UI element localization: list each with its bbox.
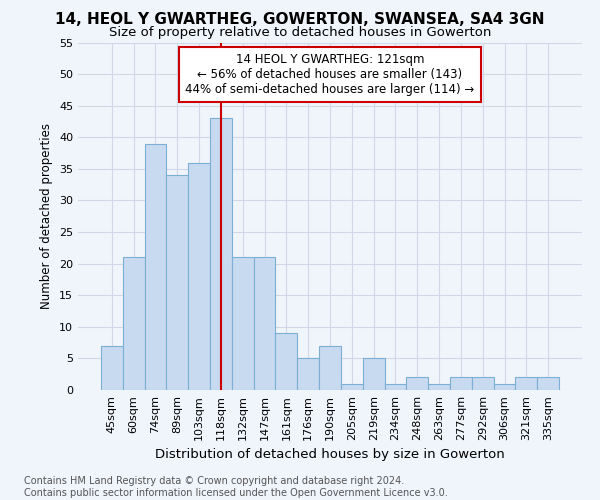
Bar — [297, 358, 319, 390]
Bar — [537, 378, 559, 390]
Bar — [385, 384, 406, 390]
Text: Contains HM Land Registry data © Crown copyright and database right 2024.
Contai: Contains HM Land Registry data © Crown c… — [24, 476, 448, 498]
Bar — [341, 384, 363, 390]
Bar — [406, 378, 428, 390]
Bar — [450, 378, 472, 390]
X-axis label: Distribution of detached houses by size in Gowerton: Distribution of detached houses by size … — [155, 448, 505, 462]
Bar — [363, 358, 385, 390]
Y-axis label: Number of detached properties: Number of detached properties — [40, 123, 53, 309]
Bar — [123, 258, 145, 390]
Text: Size of property relative to detached houses in Gowerton: Size of property relative to detached ho… — [109, 26, 491, 39]
Bar — [275, 333, 297, 390]
Bar — [210, 118, 232, 390]
Bar — [319, 346, 341, 390]
Bar — [472, 378, 494, 390]
Bar — [145, 144, 166, 390]
Text: 14 HEOL Y GWARTHEG: 121sqm
← 56% of detached houses are smaller (143)
44% of sem: 14 HEOL Y GWARTHEG: 121sqm ← 56% of deta… — [185, 53, 475, 96]
Bar — [188, 162, 210, 390]
Text: 14, HEOL Y GWARTHEG, GOWERTON, SWANSEA, SA4 3GN: 14, HEOL Y GWARTHEG, GOWERTON, SWANSEA, … — [55, 12, 545, 26]
Bar — [428, 384, 450, 390]
Bar — [166, 175, 188, 390]
Bar — [515, 378, 537, 390]
Bar — [254, 258, 275, 390]
Bar — [232, 258, 254, 390]
Bar — [494, 384, 515, 390]
Bar — [101, 346, 123, 390]
